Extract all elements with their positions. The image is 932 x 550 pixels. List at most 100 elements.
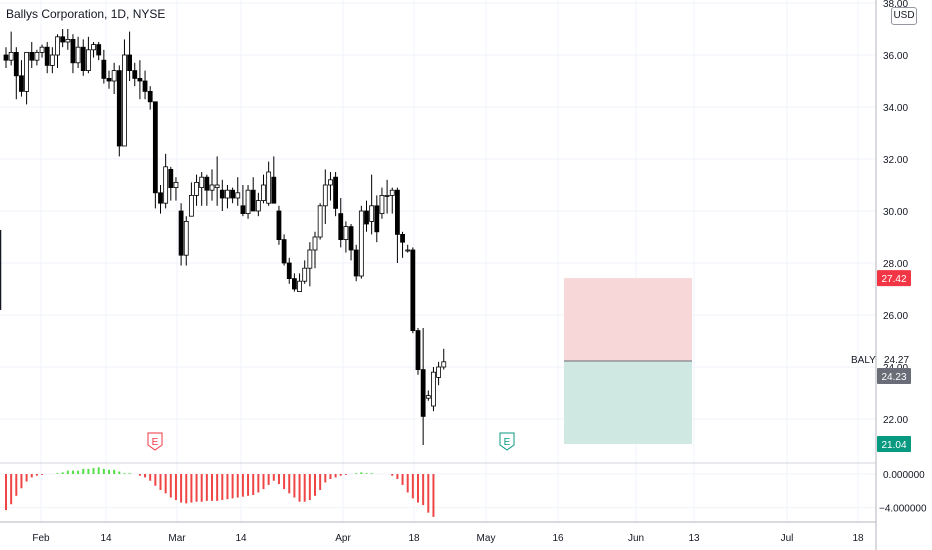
candle: [39, 44, 45, 58]
candle-body: [60, 36, 66, 43]
candle: [379, 187, 385, 219]
candle: [405, 244, 411, 253]
earnings-event-label: E: [152, 437, 159, 448]
candle: [209, 169, 215, 201]
candle: [142, 70, 148, 100]
candle-body: [80, 46, 86, 72]
price-tick-label: 38.00: [883, 0, 908, 10]
candle: [34, 49, 40, 66]
candle: [122, 39, 127, 147]
candle-body: [415, 330, 421, 371]
earnings-event-shape: [147, 432, 163, 451]
candle-body: [312, 236, 318, 251]
candle: [312, 231, 318, 269]
candle-body: [91, 44, 96, 51]
price-tick-label: 32.00: [883, 155, 908, 166]
last-price-label: 24.27: [884, 355, 909, 366]
candle: [281, 234, 287, 266]
candle: [317, 203, 323, 240]
candle-body: [122, 54, 127, 147]
candle-body: [389, 189, 395, 196]
candle-body: [39, 46, 45, 53]
candle: [49, 47, 55, 74]
earnings-event-icon[interactable]: E: [147, 432, 163, 451]
candle-body: [286, 262, 292, 280]
candle-body: [44, 46, 50, 66]
candle-body: [333, 176, 339, 209]
candle: [297, 273, 302, 293]
candle: [44, 42, 50, 74]
candle-body: [235, 192, 241, 199]
candle: [328, 172, 333, 201]
candle: [343, 221, 349, 253]
candle-body: [178, 210, 184, 256]
candle-body: [431, 371, 436, 407]
candle-body: [420, 369, 426, 417]
time-tick-label: 13: [688, 533, 700, 544]
candle: [384, 179, 390, 214]
stop-price-badge-text: 21.04: [881, 440, 906, 451]
candle-body: [328, 179, 333, 186]
candle-body: [291, 278, 297, 290]
candle-body: [297, 280, 302, 293]
price-tick-label: 26.00: [883, 311, 908, 322]
osc-tick-label: 0.000000: [883, 470, 925, 481]
candle: [24, 52, 30, 105]
candle: [271, 156, 277, 204]
candle: [333, 172, 339, 217]
time-tick-label: Apr: [335, 533, 351, 544]
chart-title: Ballys Corporation, 1D, NYSE: [6, 7, 166, 21]
candle: [55, 34, 60, 68]
candle-body: [173, 181, 179, 188]
candle: [158, 185, 163, 214]
target-price-badge-bg: [877, 270, 911, 287]
candle: [19, 60, 24, 97]
time-tick-label: Feb: [32, 533, 50, 544]
candle-body: [394, 189, 400, 235]
candle: [358, 205, 364, 279]
price-tick-label: 28.00: [883, 259, 908, 270]
candle-body: [219, 189, 225, 199]
candle: [415, 328, 421, 375]
candle-body: [106, 78, 112, 82]
symbol-tag: BALY: [851, 355, 876, 366]
candle: [410, 247, 416, 334]
candle: [80, 39, 86, 76]
time-tick-label: 14: [235, 533, 247, 544]
candle-body: [204, 176, 210, 191]
candle: [188, 182, 194, 217]
candle-body: [405, 249, 411, 252]
candle: [348, 224, 354, 261]
candle: [70, 34, 76, 74]
candle-body: [281, 239, 287, 264]
candle-body: [353, 249, 359, 277]
grid: [0, 0, 876, 522]
stop-price-badge: 21.04: [877, 435, 911, 452]
candle: [364, 200, 369, 232]
candle-body: [338, 213, 344, 241]
candle-body: [322, 184, 328, 207]
earnings-event-icon[interactable]: E: [499, 432, 515, 451]
candle-body: [34, 52, 40, 61]
candle-body: [29, 52, 35, 61]
osc-tick-label: −4.000000: [879, 504, 927, 515]
candle-body: [86, 49, 91, 71]
candle-body: [384, 194, 390, 197]
time-tick-label: 18: [852, 533, 864, 544]
candle-body: [230, 189, 236, 199]
candle: [436, 361, 442, 386]
candle: [168, 166, 174, 201]
candle-body: [425, 395, 431, 399]
currency-button[interactable]: USD: [891, 7, 917, 25]
time-tick-label: 18: [408, 533, 420, 544]
entry-price-badge-bg: [877, 368, 911, 385]
oscillator-pane: [0, 467, 876, 517]
candle: [214, 156, 220, 206]
candle: [235, 177, 241, 206]
candle-body: [19, 75, 24, 92]
price-badges: 27.42 24.23 21.04 24.27 BALY: [851, 270, 911, 452]
position-zones[interactable]: [564, 278, 692, 444]
